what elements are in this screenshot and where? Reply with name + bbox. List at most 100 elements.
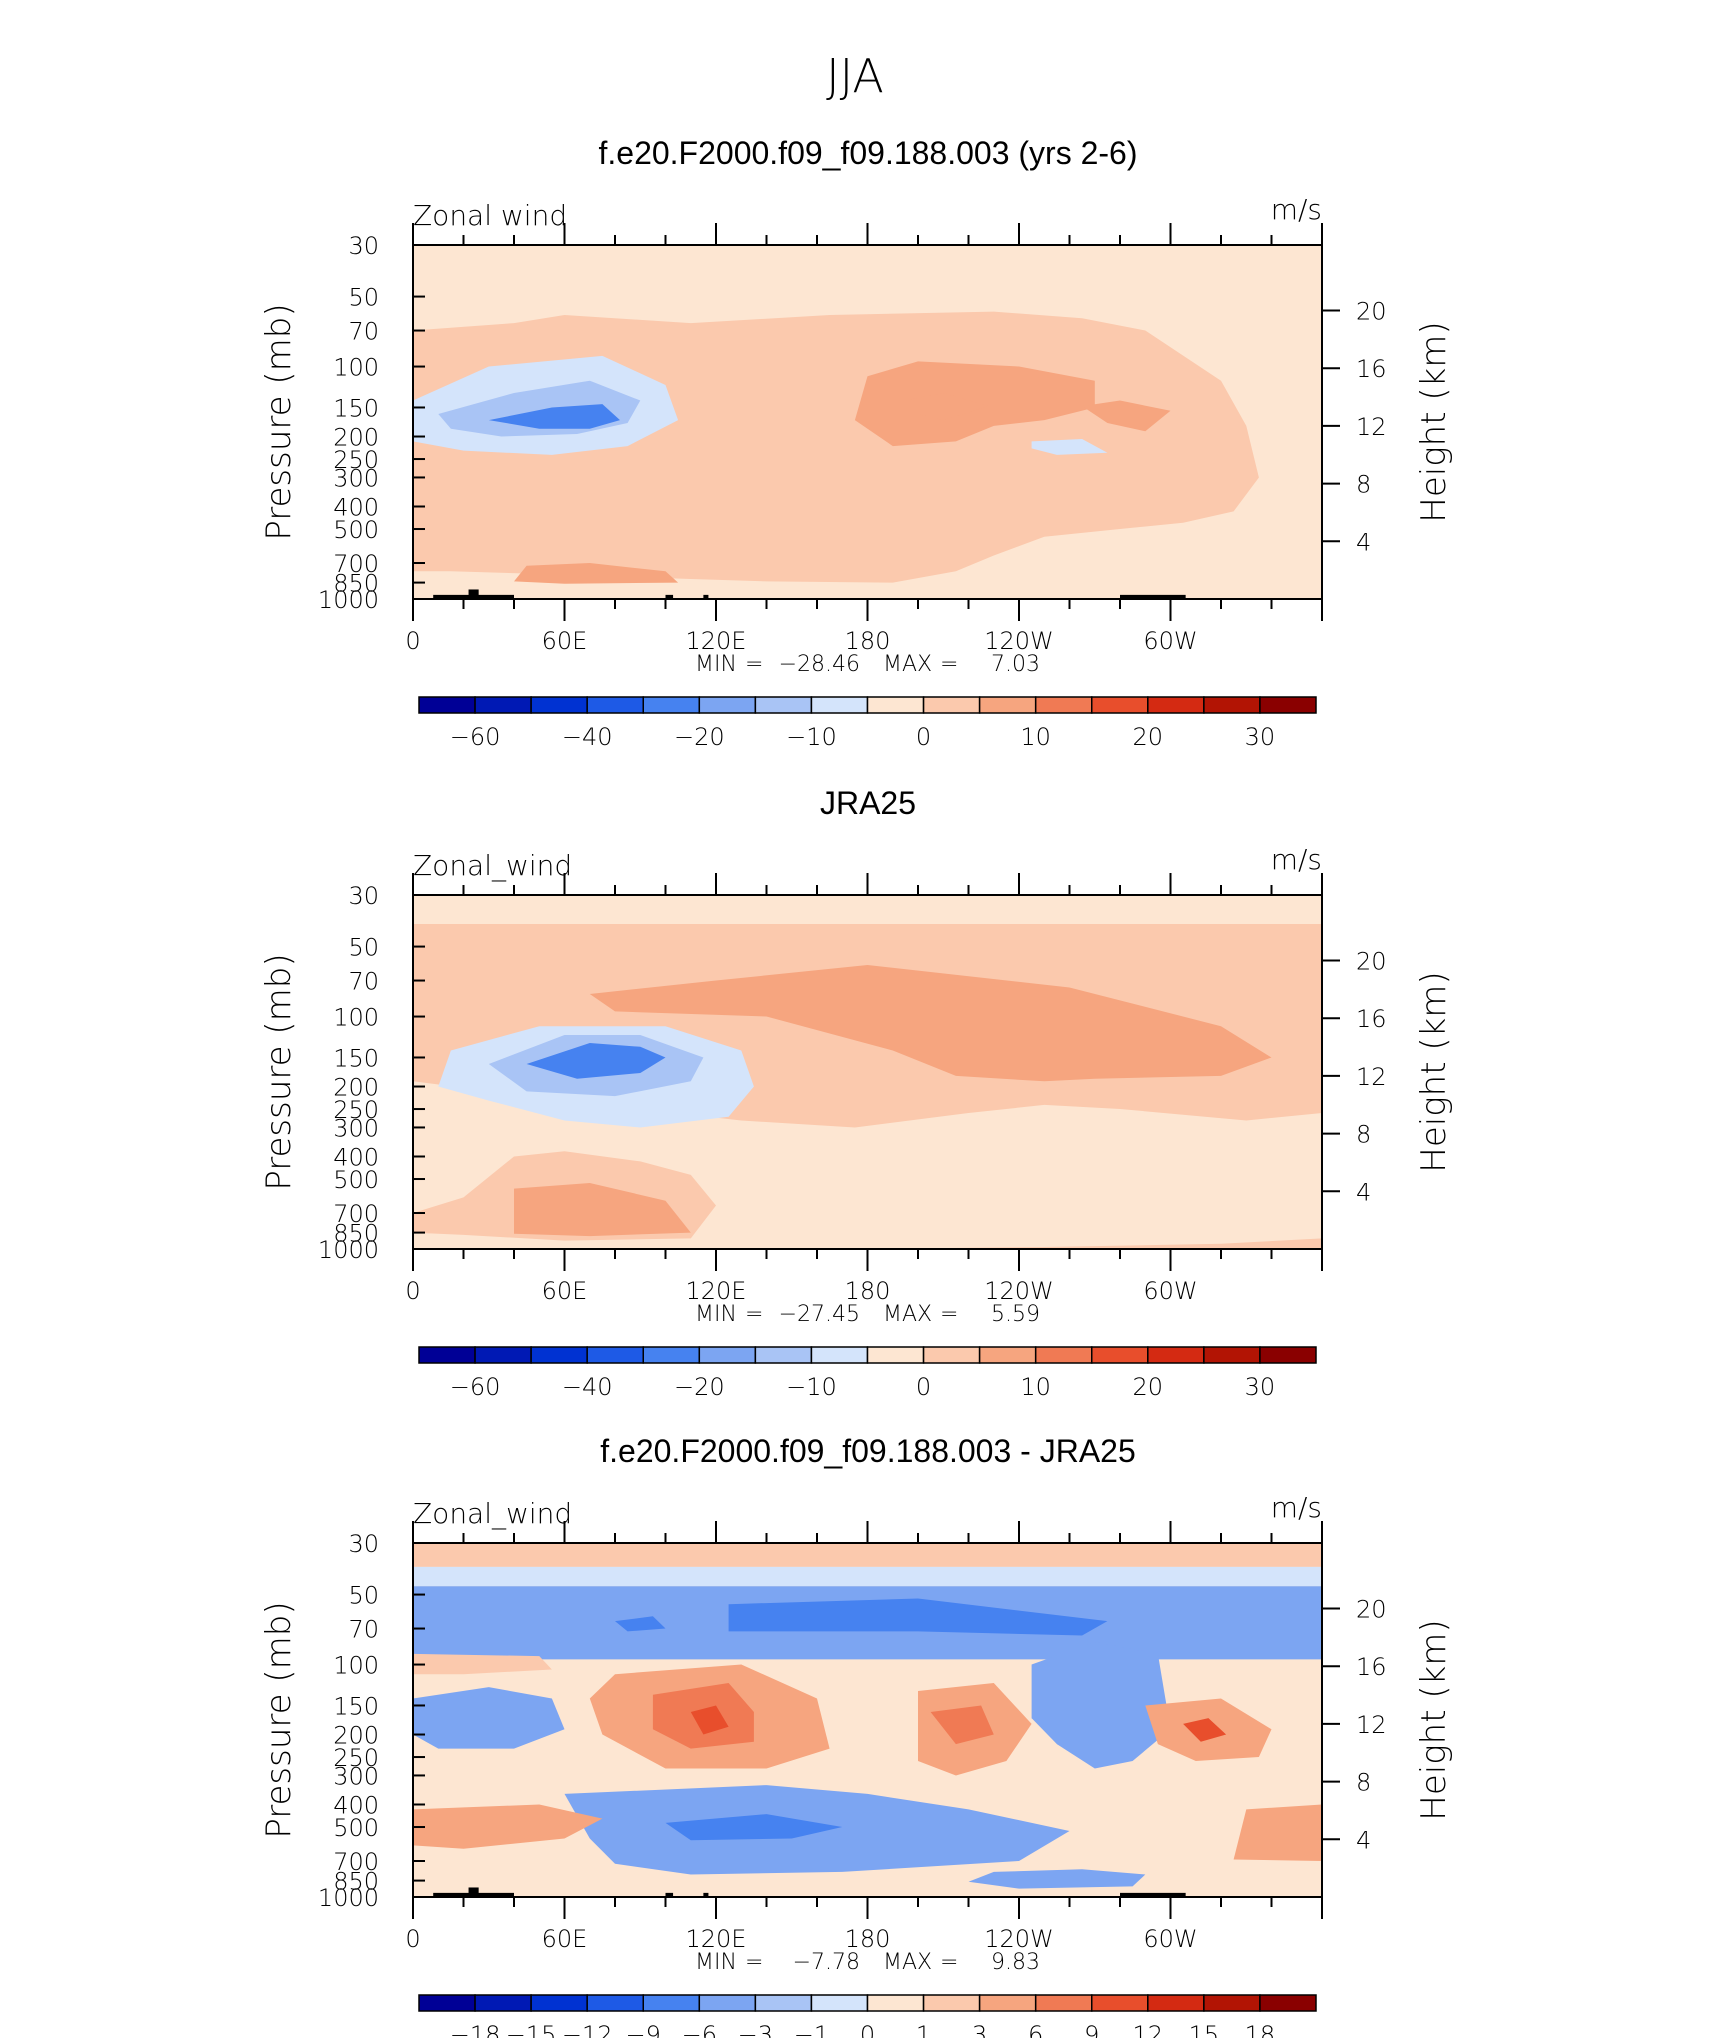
colorbar-swatch (1034, 1346, 1093, 1364)
pressure-tick-label: 850 (333, 1868, 379, 1896)
lon-tick-label: 120E (686, 1277, 747, 1305)
pressure-tick-label: 200 (333, 1074, 379, 1102)
contour-band (1031, 1642, 1171, 1769)
colorbar-swatch (474, 1346, 532, 1364)
colorbar-label: −6 (682, 2021, 717, 2038)
colorbar-swatch (1147, 1346, 1205, 1364)
pressure-tick-label: 250 (333, 1096, 379, 1124)
colorbar-label: −20 (674, 723, 725, 751)
lon-tick-label: 60E (542, 1925, 588, 1953)
colorbar-swatch (1034, 696, 1093, 714)
colorbar-swatch (1203, 1346, 1261, 1364)
pressure-tick-label: 1000 (318, 1884, 379, 1912)
colorbar-swatch (1259, 696, 1317, 714)
max-label: MAX (883, 1302, 932, 1327)
colorbar-swatch (866, 696, 925, 714)
pressure-tick-label: 70 (348, 318, 379, 346)
colorbar-swatch (418, 1994, 476, 2012)
colorbar-swatch (698, 696, 757, 714)
pressure-tick-label: 200 (333, 1722, 379, 1750)
max-value: 9.83 (991, 1950, 1040, 1975)
height-tick-label: 4 (1356, 1826, 1371, 1854)
colorbar-swatch (1091, 696, 1149, 714)
height-tick-label: 8 (1356, 471, 1371, 499)
pressure-tick-label: 30 (348, 232, 379, 260)
pressure-tick-label: 50 (348, 934, 379, 962)
lon-tick-label: 180 (845, 627, 891, 655)
pressure-tick-label: 850 (333, 570, 379, 598)
height-tick-label: 4 (1356, 1178, 1371, 1206)
pressure-tick-label: 100 (333, 1004, 379, 1032)
lon-tick-label: 120E (686, 627, 747, 655)
colorbar-swatch (1091, 1994, 1149, 2012)
contour-band (968, 1869, 1146, 1889)
colorbar-label: 1 (916, 2021, 931, 2038)
contour-band (514, 563, 679, 584)
colorbar-label: −12 (562, 2021, 613, 2038)
pressure-tick-label: 70 (348, 1616, 379, 1644)
contour-band (728, 1598, 1108, 1636)
colorbar-label: 12 (1133, 2021, 1164, 2038)
panel-difference: f.e20.F2000.f09_f09.188.003 - JRA25 Zonal… (259, 1433, 1454, 2038)
min-value: −28.46 (779, 652, 860, 677)
contour-band (413, 1543, 1322, 1567)
colorbar-swatch (530, 1346, 588, 1364)
pressure-tick-label: 400 (333, 493, 379, 521)
colorbar-swatch (754, 1994, 813, 2012)
pressure-tick-label: 150 (333, 1044, 379, 1072)
height-axis-label: Height (km) (1414, 321, 1454, 522)
pressure-tick-label: 250 (333, 446, 379, 474)
pressure-tick-label: 500 (333, 1814, 379, 1842)
terrain-block (703, 1892, 709, 1897)
colorbar-swatch (586, 1994, 644, 2012)
colorbar-swatch (642, 696, 701, 714)
pressure-tick-label: 30 (348, 1530, 379, 1558)
pressure-axis-label: Pressure (mb) (259, 1601, 299, 1838)
height-tick-label: 8 (1356, 1121, 1371, 1149)
height-tick-label: 20 (1356, 948, 1387, 976)
colorbar-swatch (1034, 1994, 1093, 2012)
colorbar-swatch (530, 696, 588, 714)
colorbar-swatch (922, 1994, 981, 2012)
height-tick-label: 12 (1356, 413, 1387, 441)
lon-tick-label: 60W (1143, 1925, 1197, 1953)
colorbar-label: −60 (450, 1373, 501, 1401)
contour-band (930, 1705, 994, 1745)
pressure-tick-label: 850 (333, 1220, 379, 1248)
colorbar-label: −3 (738, 2021, 773, 2038)
colorbar-label: 18 (1245, 2021, 1276, 2038)
contour-band (589, 965, 1272, 1082)
colorbar-swatch (418, 1346, 476, 1364)
pressure-tick-label: 1000 (318, 1236, 379, 1264)
panel-title: f.e20.F2000.f09_f09.188.003 (yrs 2-6) (598, 135, 1137, 171)
contour-band (488, 404, 620, 429)
contour-field (413, 245, 1322, 599)
pressure-tick-label: 300 (333, 464, 379, 492)
max-value: 7.03 (991, 652, 1040, 677)
min-eq: = (745, 1302, 763, 1327)
colorbar-label: −15 (506, 2021, 557, 2038)
lon-tick-label: 0 (405, 627, 420, 655)
colorbar-label: 0 (916, 723, 931, 751)
contour-band (1183, 1718, 1227, 1742)
colorbar-label: 3 (972, 2021, 987, 2038)
lon-tick-label: 120W (984, 1925, 1054, 1953)
colorbar-swatch (1147, 696, 1205, 714)
terrain-block (665, 1892, 674, 1897)
colorbar-label: 10 (1020, 723, 1051, 751)
pressure-tick-label: 1000 (318, 586, 379, 614)
colorbar-swatch (1259, 1994, 1317, 2012)
variable-label: Zonal wind (413, 199, 567, 232)
min-value: −7.78 (793, 1950, 860, 1975)
colorbar-label: −9 (626, 2021, 661, 2038)
contour-field (413, 895, 1322, 1249)
min-label: MIN (695, 1950, 737, 1975)
pressure-axis-label: Pressure (mb) (259, 953, 299, 1190)
pressure-tick-label: 700 (333, 1848, 379, 1876)
colorbar-swatch (474, 1994, 532, 2012)
height-tick-label: 12 (1356, 1063, 1387, 1091)
panel-title: f.e20.F2000.f09_f09.188.003 - JRA25 (600, 1433, 1136, 1469)
colorbar-swatch (642, 1346, 701, 1364)
colorbar-swatch (1203, 1994, 1261, 2012)
lon-tick-label: 180 (845, 1925, 891, 1953)
